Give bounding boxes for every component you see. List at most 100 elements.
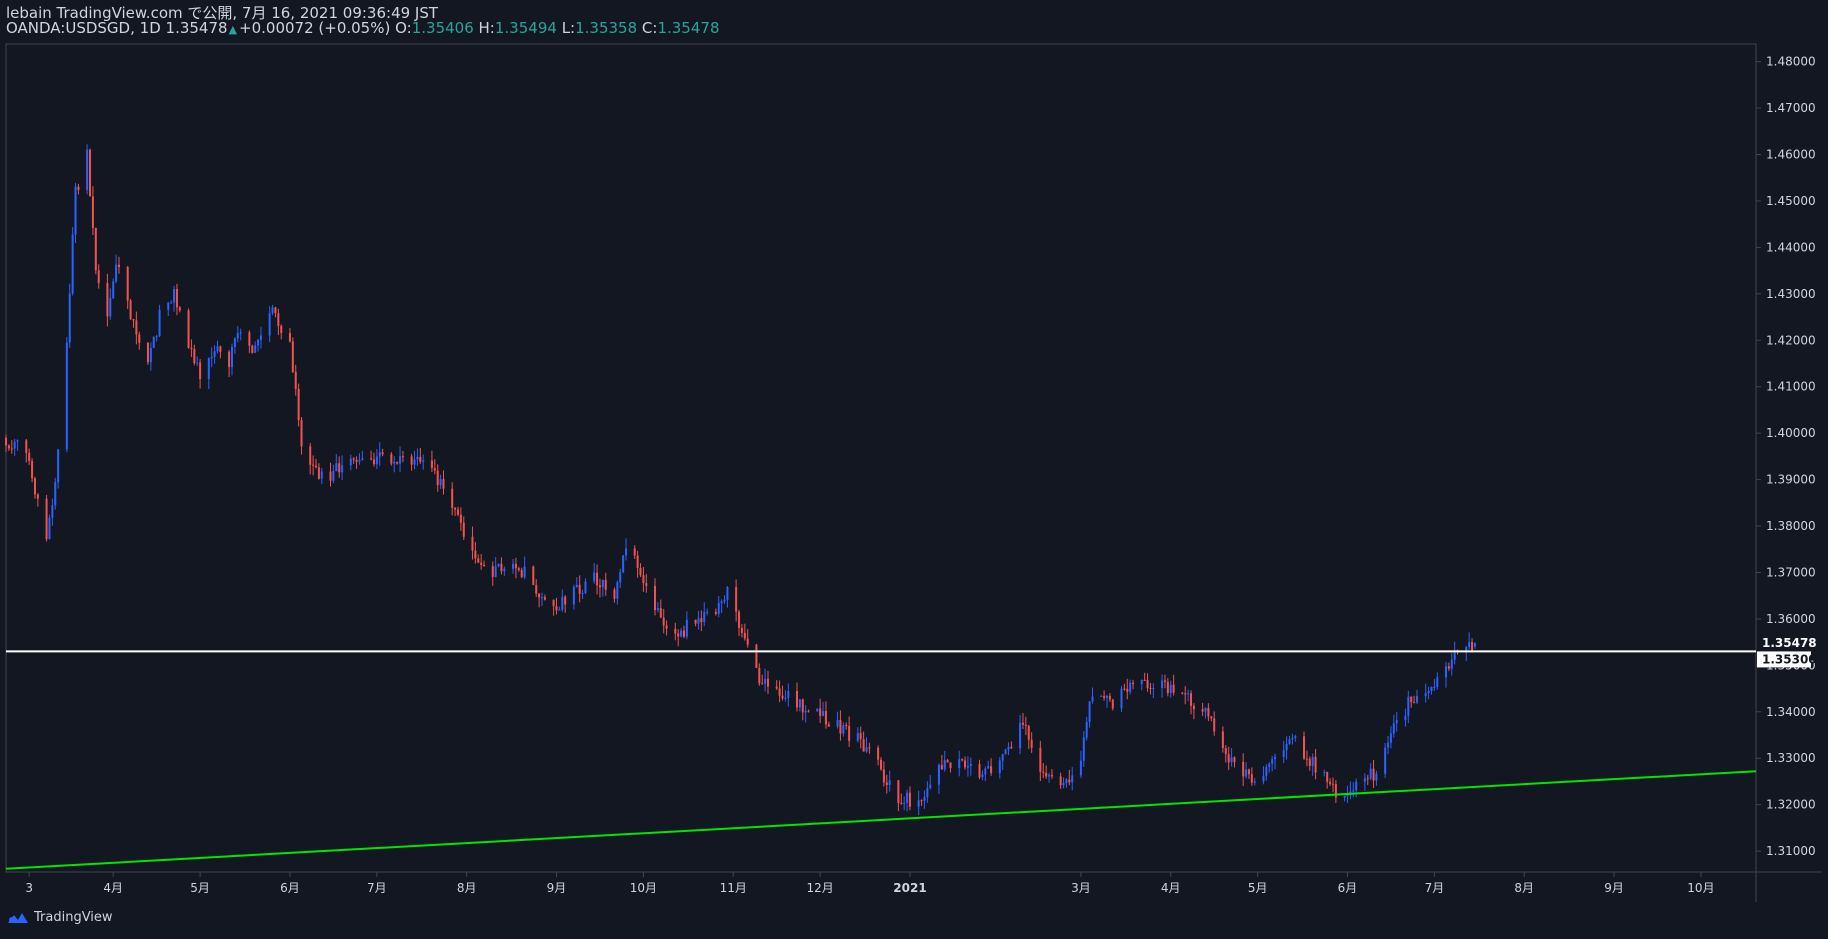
last-price-tag: 1.35478 — [1758, 635, 1817, 651]
y-tick-label: 1.41000 — [1766, 380, 1816, 394]
candle-body — [109, 298, 112, 317]
candle-body — [937, 765, 940, 785]
candle-body — [1471, 642, 1474, 652]
y-tick-label: 1.31000 — [1766, 844, 1816, 858]
candle-body — [1172, 684, 1175, 693]
last-price: 1.35478 — [165, 19, 228, 37]
candle-body — [601, 579, 604, 588]
candle-body — [1181, 692, 1184, 694]
candle-body — [778, 688, 781, 696]
candles — [4, 144, 1476, 816]
candle-body — [758, 668, 761, 684]
candle-body — [187, 310, 190, 348]
candle-body — [112, 281, 115, 299]
x-tick-label: 11月 — [720, 881, 747, 895]
candle-body — [254, 345, 257, 353]
candle-body — [1288, 739, 1291, 744]
candle-body — [645, 583, 648, 586]
candle-body — [1424, 693, 1427, 697]
candle-body — [370, 458, 373, 460]
open-value: 1.35406 — [411, 19, 474, 37]
candle-body — [1001, 754, 1004, 761]
candle-body — [926, 788, 929, 798]
candle-body — [1184, 693, 1187, 695]
tradingview-footer[interactable]: TradingView — [6, 910, 113, 925]
candle-body — [1227, 754, 1230, 763]
candle-body — [636, 555, 639, 568]
candle-body — [677, 633, 680, 637]
candle-body — [1331, 783, 1335, 785]
candle-body — [1349, 791, 1352, 794]
candle-body — [338, 463, 341, 473]
candle-body — [819, 708, 822, 716]
candle-body — [822, 711, 825, 716]
candle-body — [798, 699, 801, 708]
candle-body — [1024, 724, 1027, 726]
low-label: L: — [561, 19, 576, 37]
candle-body — [494, 566, 497, 577]
low-value: 1.35358 — [575, 19, 638, 37]
candle-body — [358, 460, 361, 462]
candle-body — [320, 471, 323, 479]
candle-body — [1433, 686, 1436, 688]
candle-body — [740, 627, 743, 633]
candle-body — [868, 747, 871, 749]
candle-body — [949, 762, 952, 769]
candle-body — [917, 800, 920, 807]
candle-body — [106, 283, 109, 317]
candle-body — [71, 234, 74, 294]
candle-body — [1247, 769, 1250, 775]
candle-body — [1274, 756, 1277, 760]
time-axis[interactable]: 3 4月 5月 6月 7月 8月 9月 10月 11月 12月 2021 3月 4月 5月 6月 7月 8月 9月… — [25, 872, 1715, 895]
candle-body — [877, 747, 880, 760]
candle-body — [416, 456, 419, 460]
candle-body — [903, 802, 906, 804]
support-trendline[interactable] — [5, 770, 1757, 870]
candle-body — [1465, 647, 1468, 653]
price-axis[interactable]: 1.48000 1.47000 1.46000 1.45000 1.44000 1.430… — [1756, 55, 1816, 858]
candle-body — [787, 691, 790, 699]
candle-body — [175, 288, 178, 308]
candle-body — [251, 345, 254, 353]
candle-body — [538, 593, 541, 598]
candle-body — [173, 288, 176, 303]
candle-body — [77, 186, 80, 191]
candle-body — [1415, 696, 1419, 703]
candle-body — [1430, 686, 1433, 692]
candle-body — [135, 320, 138, 335]
candle-body — [138, 334, 141, 343]
candle-body — [804, 710, 807, 713]
candle-body — [1161, 680, 1164, 689]
candle-body — [1207, 707, 1210, 717]
candle-body — [1213, 718, 1216, 732]
candle-body — [54, 482, 57, 506]
symbol-label[interactable]: OANDA:USDSGD, 1D — [6, 19, 161, 37]
candle-body — [584, 581, 587, 594]
candle-body — [1030, 739, 1033, 748]
candle-body — [288, 332, 291, 342]
candle-body — [74, 186, 77, 235]
candle-body — [381, 452, 384, 455]
candle-body — [1120, 688, 1123, 709]
y-tick-label: 1.37000 — [1766, 565, 1816, 579]
candle-body — [280, 325, 283, 333]
candle-body — [706, 611, 709, 613]
candle-body — [781, 695, 784, 699]
candle-body — [674, 628, 677, 634]
candle-body — [1210, 716, 1213, 719]
candle-body — [1285, 743, 1288, 751]
candle-body — [1039, 747, 1042, 772]
change-value: +0.00072 (+0.05%) — [239, 19, 391, 37]
candle-body — [552, 599, 555, 607]
candle-body — [361, 458, 364, 461]
candle-body — [117, 264, 121, 268]
x-tick-label: 6月 — [280, 881, 300, 895]
candle-body — [503, 568, 506, 572]
candle-body — [755, 644, 758, 669]
candle-body — [766, 678, 770, 687]
candle-body — [1447, 666, 1450, 669]
candle-body — [152, 337, 155, 348]
candle-body — [656, 608, 659, 611]
candle-body — [1088, 701, 1091, 723]
